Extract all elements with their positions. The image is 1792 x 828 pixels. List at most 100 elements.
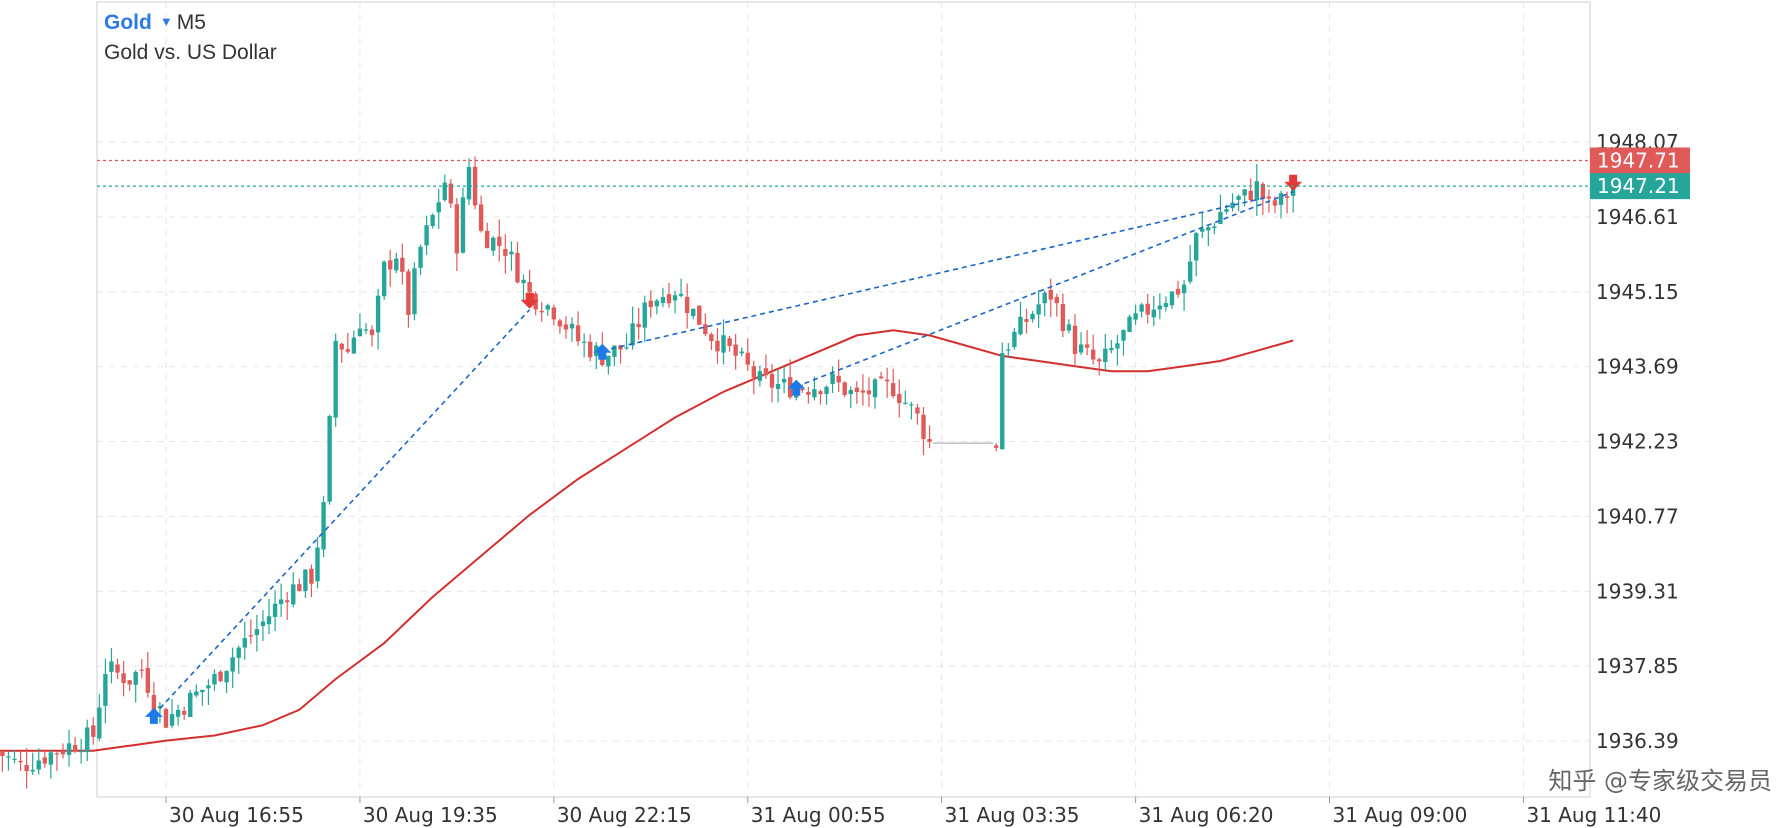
bull-candle — [872, 379, 878, 398]
y-tick-label: 1943.69 — [1596, 355, 1679, 379]
ma-line — [0, 329, 1294, 752]
bull-candle — [812, 389, 817, 398]
chevron-down-icon[interactable]: ▼ — [159, 14, 173, 29]
bull-candle — [1030, 313, 1035, 320]
bull-candle — [224, 670, 229, 683]
x-tick-label: 31 Aug 00:55 — [751, 803, 886, 827]
bull-candle — [272, 603, 278, 617]
bear-candle — [1266, 196, 1272, 199]
bull-candle — [200, 689, 205, 693]
bear-candle — [1097, 359, 1102, 362]
bull-candle — [363, 329, 369, 331]
y-tick-label: 1945.15 — [1596, 280, 1679, 304]
bid-price-label: 1947.21 — [1597, 174, 1680, 198]
bull-candle — [606, 355, 611, 367]
bull-candle — [321, 502, 326, 550]
bear-candle — [915, 407, 920, 414]
bull-candle — [12, 758, 17, 760]
bear-candle — [557, 320, 563, 327]
bear-candle — [484, 230, 490, 249]
bull-candle — [48, 752, 54, 765]
bull-candle — [581, 341, 587, 343]
bear-candle — [1260, 183, 1266, 199]
bear-candle — [648, 300, 653, 308]
bear-candle — [515, 252, 520, 283]
bull-candle — [1157, 305, 1163, 310]
bull-candle — [236, 647, 241, 658]
bull-candle — [1236, 196, 1241, 200]
bear-candle — [1284, 196, 1290, 198]
bear-candle — [400, 257, 405, 272]
bear-candle — [551, 307, 557, 320]
bull-candle — [1018, 316, 1023, 335]
bull-candle — [103, 674, 108, 706]
bear-candle — [527, 281, 532, 293]
bear-candle — [891, 383, 896, 396]
grid — [97, 2, 1590, 797]
x-tick-label: 31 Aug 11:40 — [1526, 803, 1661, 827]
bull-candle — [30, 769, 35, 772]
bull-candle — [6, 756, 11, 758]
bull-candle — [1212, 226, 1217, 229]
bull-candle — [303, 569, 308, 591]
bull-candle — [757, 371, 763, 381]
x-axis: 30 Aug 16:55 30 Aug 19:35 30 Aug 22:15 31 A… — [165, 797, 1661, 827]
bull-candle — [1163, 303, 1169, 308]
bull-candle — [1206, 227, 1211, 231]
bull-candle — [1066, 324, 1072, 331]
bear-candle — [127, 680, 132, 685]
bear-candle — [0, 751, 5, 756]
bear-candle — [636, 324, 641, 328]
bear-candle — [139, 669, 144, 671]
buy-arrow-icon — [593, 343, 612, 360]
bull-candle — [691, 308, 696, 317]
bull-candle — [291, 584, 296, 605]
bull-candle — [1151, 309, 1156, 318]
bull-candle — [357, 328, 363, 337]
symbol-selector[interactable]: Gold ▼ M5 — [104, 12, 206, 33]
bull-candle — [1103, 348, 1108, 363]
bull-candle — [254, 629, 260, 636]
bear-candle — [285, 600, 290, 603]
bear-candle — [497, 236, 502, 246]
timeframe-label[interactable]: M5 — [176, 11, 206, 34]
bull-candle — [109, 661, 114, 672]
bull-candle — [1218, 211, 1223, 224]
bear-candle — [72, 745, 78, 752]
y-tick-label: 1942.23 — [1596, 430, 1679, 454]
bull-candle — [1290, 187, 1296, 196]
bear-candle — [860, 390, 866, 393]
bear-candle — [854, 387, 860, 393]
x-tick-label: 30 Aug 19:35 — [363, 803, 498, 827]
x-tick-label: 31 Aug 09:00 — [1333, 803, 1468, 827]
bull-candle — [242, 638, 247, 648]
bear-candle — [666, 294, 672, 304]
moving-average — [0, 329, 1294, 752]
y-tick-label: 1937.85 — [1596, 654, 1679, 678]
bear-candle — [503, 248, 508, 256]
bull-candle — [509, 251, 514, 255]
bull-candle — [230, 657, 235, 672]
sell-arrow-icon — [520, 292, 539, 309]
bull-candle — [36, 760, 41, 770]
bull-candle — [66, 743, 72, 755]
bear-candle — [1248, 190, 1253, 201]
bear-candle — [751, 366, 757, 378]
bear-candle — [763, 368, 769, 376]
symbol-name[interactable]: Gold — [104, 11, 152, 34]
bull-candle — [194, 691, 199, 696]
bear-candle — [18, 760, 23, 763]
bull-candle — [1012, 331, 1017, 348]
bull-candle — [830, 373, 835, 385]
bull-candle — [721, 335, 726, 353]
bull-candle — [1036, 304, 1041, 315]
bull-candle — [1278, 193, 1284, 205]
bull-candle — [260, 621, 266, 627]
bull-candle — [375, 295, 381, 333]
bear-candle — [218, 671, 223, 682]
price-lines — [97, 159, 1590, 187]
bull-candle — [1006, 349, 1011, 351]
bull-candle — [466, 166, 472, 200]
bear-candle — [1048, 290, 1053, 300]
